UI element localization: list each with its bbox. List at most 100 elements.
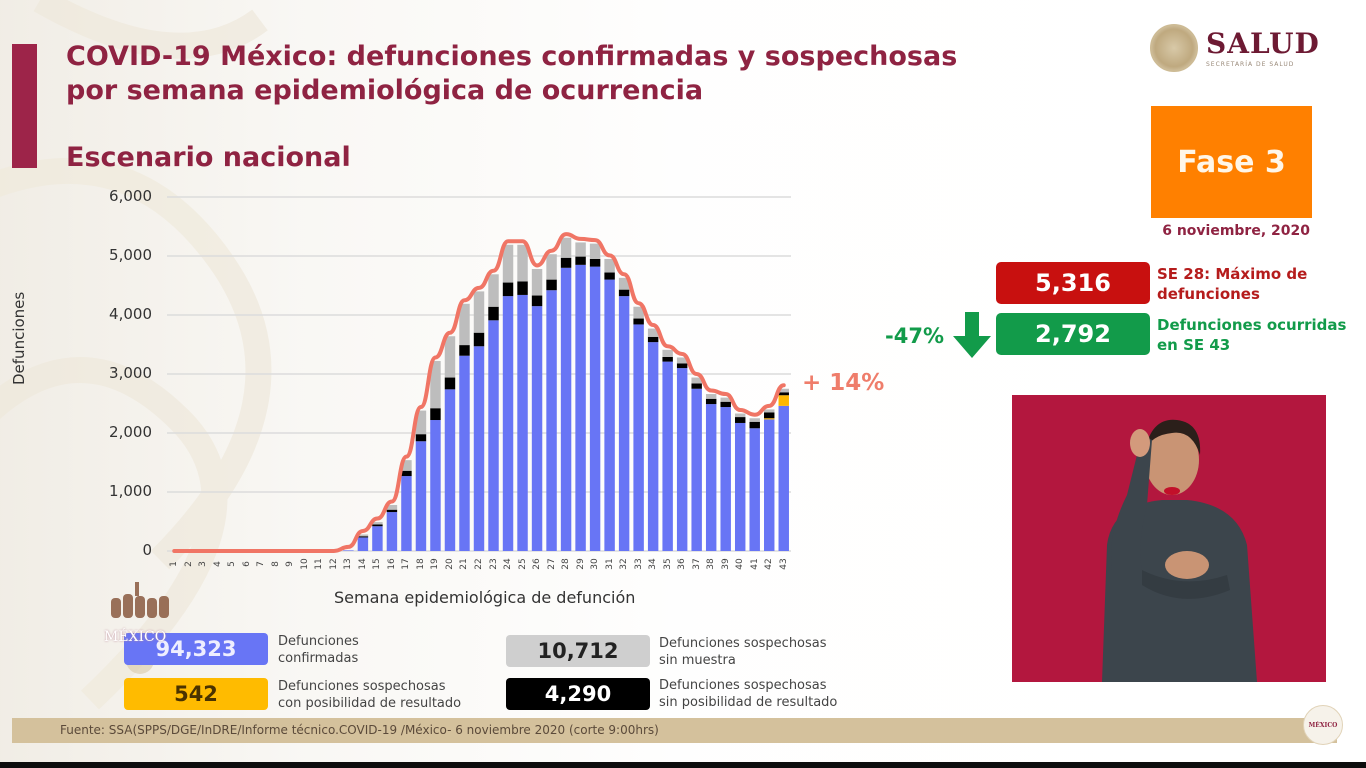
bar-segment	[604, 279, 615, 551]
bar-segment	[647, 328, 659, 337]
bar-segment	[415, 410, 427, 435]
legend-possible-label-l2: con posibilidad de resultado	[278, 696, 462, 711]
bar-segment	[633, 318, 644, 325]
national-seal-icon	[1150, 24, 1198, 72]
bar-segment	[618, 289, 630, 297]
bar-segment	[676, 363, 688, 369]
bar-segment	[749, 421, 760, 429]
bar-segment	[415, 434, 427, 442]
bar-segment	[386, 504, 398, 510]
bar-segment	[546, 254, 557, 280]
bar-segment	[372, 526, 383, 551]
bar-segment	[720, 407, 731, 551]
x-tick-label: 26	[532, 558, 543, 570]
bar-segment	[517, 294, 528, 551]
stacked-bar-chart	[167, 196, 791, 553]
x-tick-label: 10	[299, 558, 310, 570]
bar-segment	[459, 355, 470, 551]
title-accent-bar	[12, 44, 37, 168]
bar-segment	[357, 534, 369, 537]
bar-segment	[546, 290, 557, 551]
bar-segment	[749, 428, 760, 551]
bar-segment	[473, 346, 485, 551]
bar-segment	[357, 536, 369, 538]
x-tick-label: 16	[386, 558, 397, 570]
x-tick-label: 24	[503, 558, 514, 570]
bar-segment	[502, 244, 514, 283]
bar-segment	[764, 419, 775, 551]
x-tick-label: 43	[778, 558, 789, 570]
x-tick-label: 42	[764, 558, 775, 570]
bar-segment	[401, 470, 412, 477]
bar-segment	[560, 267, 572, 551]
x-tick-label: 12	[328, 558, 339, 570]
legend-possible-value: 542	[124, 678, 268, 710]
max-deaths-label: SE 28: Máximo de defunciones	[1157, 265, 1308, 303]
x-tick-label: 29	[575, 558, 586, 570]
change-percent: -47%	[885, 324, 944, 348]
source-footer: Fuente: SSA(SPPS/DGE/InDRE/Informe técni…	[12, 718, 1337, 743]
bar-segment	[676, 368, 688, 551]
x-tick-label: 21	[459, 558, 470, 570]
x-tick-label: 38	[706, 558, 717, 570]
legend-confirmed-label-l1: Defunciones	[278, 634, 359, 649]
x-tick-label: 2	[183, 561, 194, 567]
legend-no-possible-label-l1: Defunciones sospechosas	[659, 678, 827, 693]
bar-segment	[473, 332, 485, 347]
bar-segment	[647, 336, 659, 343]
y-tick-label: 2,000	[109, 423, 152, 441]
x-tick-label: 40	[735, 558, 746, 570]
x-tick-label: 15	[372, 558, 383, 570]
x-tick-label: 32	[619, 558, 630, 570]
bar-segment	[560, 257, 572, 268]
bar-segment	[401, 460, 412, 471]
bar-segment	[705, 398, 717, 405]
gobierno-mexico-seal-icon: MÉXICO	[1303, 705, 1343, 745]
bar-segment	[444, 336, 456, 378]
x-tick-label: 39	[720, 558, 731, 570]
x-tick-label: 34	[648, 558, 659, 570]
current-deaths-label: Defunciones ocurridas en SE 43	[1157, 316, 1347, 354]
bar-segment	[633, 306, 644, 319]
legend-no-sample-label-l1: Defunciones sospechosas	[659, 636, 827, 651]
bar-segment	[691, 377, 702, 384]
y-tick-label: 6,000	[109, 187, 152, 205]
y-tick-label: 3,000	[109, 364, 152, 382]
bar-segment	[778, 392, 789, 396]
legend-no-sample-value: 10,712	[506, 635, 650, 667]
bar-segment	[705, 394, 717, 399]
bar-segment	[604, 258, 615, 273]
bar-segment	[430, 408, 441, 421]
x-tick-label: 1	[169, 561, 180, 567]
x-tick-label: 19	[430, 558, 441, 570]
x-tick-label: 41	[749, 558, 760, 570]
bar-segment	[749, 418, 760, 422]
bar-segment	[575, 242, 586, 257]
max-deaths-value: 5,316	[996, 262, 1150, 304]
sign-language-interpreter-video	[1012, 395, 1326, 682]
bar-segment	[720, 401, 731, 408]
x-tick-label: 37	[691, 558, 702, 570]
bar-segment	[502, 296, 514, 551]
bar-segment	[778, 395, 789, 406]
x-tick-label: 5	[227, 561, 238, 567]
bar-segment	[488, 274, 499, 307]
x-tick-label: 17	[401, 558, 412, 570]
x-tick-label: 28	[561, 558, 572, 570]
bar-segment	[734, 413, 746, 418]
legend-no-possible-label-l2: sin posibilidad de resultado	[659, 695, 838, 710]
bar-segment	[691, 388, 702, 551]
x-tick-label: 11	[314, 558, 325, 570]
bar-segment	[647, 342, 659, 551]
bar-segment	[604, 272, 615, 280]
y-axis-label: Defunciones	[10, 291, 28, 385]
bar-segment	[662, 349, 673, 357]
current-deaths-value: 2,792	[996, 313, 1150, 355]
legend-no-possible-label: Defunciones sospechosas sin posibilidad …	[659, 677, 889, 711]
x-tick-label: 33	[633, 558, 644, 570]
bar-segment	[734, 417, 746, 423]
bar-segment	[531, 295, 543, 307]
logo-sub-text: SECRETARÍA DE SALUD	[1206, 60, 1295, 68]
bar-segment	[546, 279, 557, 291]
legend-no-sample-label: Defunciones sospechosas sin muestra	[659, 635, 889, 669]
